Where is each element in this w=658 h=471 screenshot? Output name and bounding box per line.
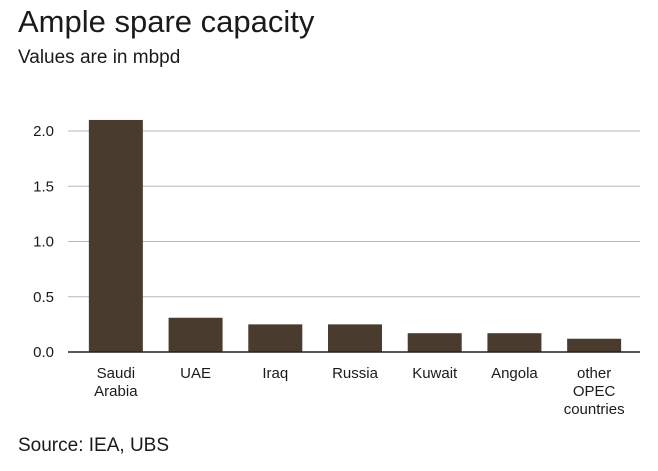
chart-subtitle: Values are in mbpd bbox=[18, 47, 181, 68]
bar bbox=[487, 333, 542, 352]
gridlines bbox=[68, 130, 640, 298]
x-tick-label: Angola bbox=[491, 365, 538, 382]
y-tick-label: 0.0 bbox=[33, 344, 54, 361]
y-axis-ticks: 0.0 0.5 1.0 1.5 2.0 bbox=[33, 123, 54, 361]
y-tick-label: 2.0 bbox=[33, 123, 54, 140]
bar bbox=[407, 333, 462, 352]
bars bbox=[88, 119, 622, 352]
x-tick-label: UAE bbox=[180, 365, 211, 382]
bar bbox=[328, 324, 382, 352]
x-tick-label: Kuwait bbox=[412, 365, 458, 382]
chart-title: Ample spare capacity bbox=[18, 4, 315, 39]
bar bbox=[88, 119, 143, 352]
y-tick-label: 1.0 bbox=[33, 234, 54, 251]
bar bbox=[248, 324, 303, 352]
x-tick-label: Iraq bbox=[262, 365, 288, 382]
x-axis-labels: Saudi Arabia UAE Iraq Russia Kuwait Angola othe… bbox=[94, 365, 624, 418]
bar bbox=[567, 338, 622, 352]
x-tick-label: other OPEC countries bbox=[564, 365, 625, 418]
x-tick-label: Russia bbox=[332, 365, 379, 382]
bar bbox=[168, 317, 223, 352]
y-tick-label: 0.5 bbox=[33, 289, 54, 306]
y-tick-label: 1.5 bbox=[33, 178, 54, 195]
source-note: Source: IEA, UBS bbox=[18, 435, 170, 456]
x-tick-label: Saudi Arabia bbox=[94, 365, 138, 400]
